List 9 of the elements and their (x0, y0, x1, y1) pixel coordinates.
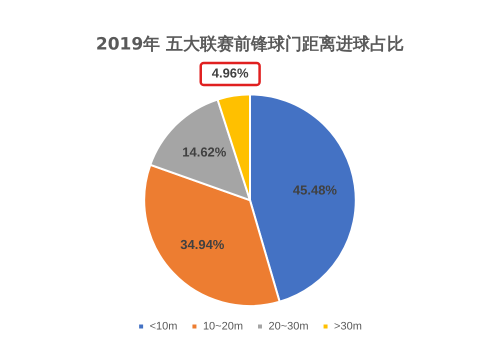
data-label: 45.48% (292, 182, 338, 198)
legend-label: >30m (334, 320, 362, 333)
chart-title: 2019年 五大联赛前锋球门距离进球占比 (96, 34, 404, 55)
legend-label: <10m (150, 320, 178, 333)
data-label: 14.62% (182, 144, 227, 160)
legend-label: 10~20m (202, 320, 244, 333)
data-label: 34.94% (180, 236, 225, 252)
data-label: 4.96% (212, 66, 250, 81)
legend-label: 20~30m (268, 320, 309, 333)
